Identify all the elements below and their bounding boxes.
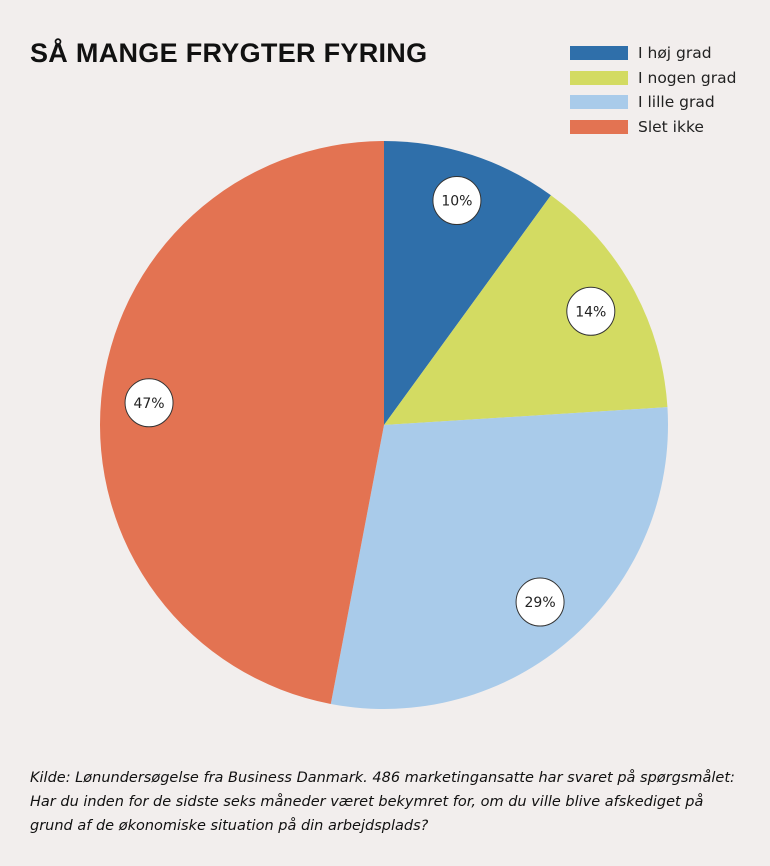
legend-item: I lille grad bbox=[570, 90, 736, 115]
legend-item: I nogen grad bbox=[570, 66, 736, 91]
slice-value-label: 10% bbox=[441, 194, 472, 210]
source-note: Kilde: Lønundersøgelse fra Business Danm… bbox=[30, 770, 735, 834]
slice-value-label: 14% bbox=[575, 304, 606, 320]
legend-label: I lille grad bbox=[638, 93, 715, 112]
label-bubble bbox=[432, 176, 482, 226]
slice-value-label: 29% bbox=[525, 595, 556, 611]
legend-item: Slet ikke bbox=[570, 115, 736, 140]
label-bubble bbox=[124, 378, 174, 428]
legend-label: I høj grad bbox=[638, 44, 712, 63]
pie-slice-i-lille-grad bbox=[330, 407, 668, 709]
slice-label-i-h-j-grad: 10% bbox=[432, 176, 482, 226]
slice-label-i-nogen-grad: 14% bbox=[566, 286, 616, 336]
chart-title: SÅ MANGE FRYGTER FYRING bbox=[30, 38, 428, 68]
slice-label-i-lille-grad: 29% bbox=[515, 577, 565, 627]
legend-label: Slet ikke bbox=[638, 117, 704, 136]
pie-slice-i-nogen-grad bbox=[384, 195, 668, 425]
legend-swatch bbox=[570, 119, 628, 134]
pie-chart-area: 10% 14% 29% 47% bbox=[99, 141, 668, 709]
legend-swatch bbox=[570, 95, 628, 110]
legend-swatch bbox=[570, 46, 628, 61]
slice-value-label: 47% bbox=[133, 396, 164, 412]
chart-legend: I høj grad I nogen grad I lille grad Sle… bbox=[570, 41, 736, 139]
legend-label: I nogen grad bbox=[638, 68, 737, 87]
slice-label-slet-ikke: 47% bbox=[124, 378, 174, 428]
pie-slice-i-h-j-grad bbox=[384, 141, 551, 425]
legend-item: I høj grad bbox=[570, 41, 736, 66]
label-bubble bbox=[515, 577, 565, 627]
label-bubble bbox=[566, 286, 616, 336]
pie-chart: 10% 14% 29% 47% bbox=[99, 141, 668, 709]
pie-slice-slet-ikke bbox=[99, 141, 384, 704]
legend-swatch bbox=[570, 70, 628, 85]
